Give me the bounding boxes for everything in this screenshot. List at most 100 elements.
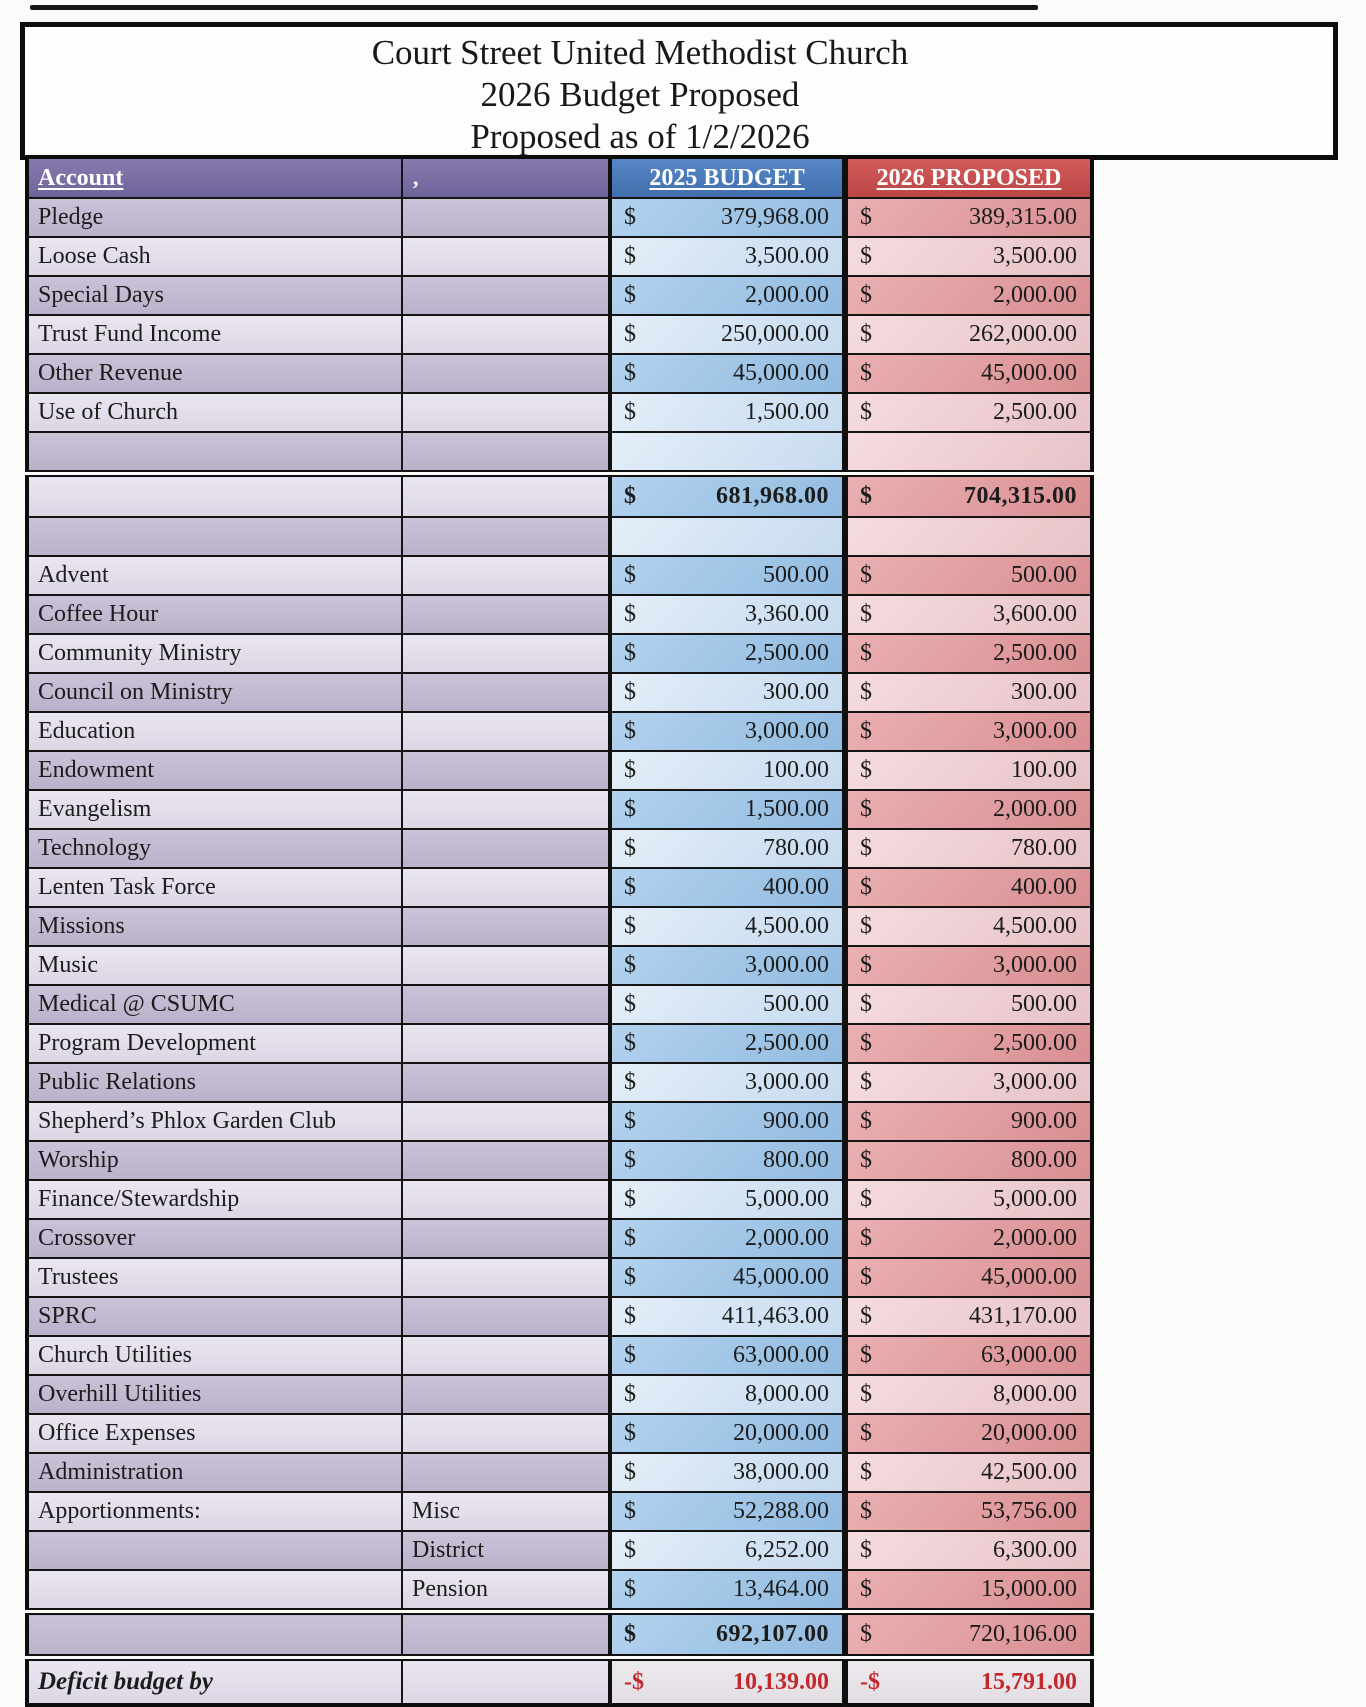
amount-value: 3,000.00: [993, 952, 1077, 978]
currency-symbol: $: [624, 952, 636, 978]
currency-symbol: $: [624, 1576, 636, 1602]
detail-cell: District: [401, 1530, 611, 1571]
document-title: Court Street United Methodist Church: [371, 33, 909, 72]
currency-symbol: $: [860, 1030, 872, 1056]
proposed-2026-cell: [842, 516, 1093, 557]
amount-value: 2,500.00: [993, 399, 1077, 425]
amount-value: 4,500.00: [993, 913, 1077, 939]
budget-2025-cell: $2,500.00: [608, 633, 846, 674]
amount-value: 400.00: [1011, 874, 1077, 900]
budget-2025-cell: $500.00: [608, 984, 846, 1025]
amount-value: 780.00: [1011, 835, 1077, 861]
table-row: Worship $800.00 $800.00: [26, 1140, 1093, 1181]
account-cell: Other Revenue: [26, 353, 403, 394]
budget-2025-cell: $63,000.00: [608, 1335, 846, 1376]
amount-value: 2,500.00: [993, 640, 1077, 666]
currency-symbol: $: [624, 483, 637, 509]
table-row: Evangelism $1,500.00 $2,000.00: [26, 789, 1093, 830]
currency-symbol: $: [860, 1225, 872, 1251]
amount-value: 2,500.00: [745, 1030, 829, 1056]
amount-value: 300.00: [1011, 679, 1077, 705]
currency-symbol: $: [624, 640, 636, 666]
account-cell: Technology: [26, 828, 403, 869]
budget-2025-cell: $20,000.00: [608, 1413, 846, 1454]
table-row: Endowment $100.00 $100.00: [26, 750, 1093, 791]
detail-cell: [401, 711, 611, 752]
budget-2025-cell: $3,360.00: [608, 594, 846, 635]
proposed-2026-cell: $2,000.00: [842, 789, 1093, 830]
proposed-2026-cell: $900.00: [842, 1101, 1093, 1142]
budget-2025-cell: $250,000.00: [608, 314, 846, 355]
amount-value: 45,000.00: [733, 360, 829, 386]
amount-value: 6,300.00: [993, 1537, 1077, 1563]
currency-symbol: $: [624, 835, 636, 861]
proposed-2026-cell: $300.00: [842, 672, 1093, 713]
amount-value: 63,000.00: [981, 1342, 1077, 1368]
account-cell: [26, 1569, 403, 1613]
amount-value: 15,791.00: [981, 1668, 1077, 1695]
budget-2025-cell: $1,500.00: [608, 789, 846, 830]
account-cell: [26, 431, 403, 475]
proposed-2026-cell: $4,500.00: [842, 906, 1093, 947]
budget-2025-cell: $5,000.00: [608, 1179, 846, 1220]
budget-2025-cell: $500.00: [608, 555, 846, 596]
table-row: Pension $13,464.00 $15,000.00: [26, 1569, 1093, 1613]
account-cell: SPRC: [26, 1296, 403, 1337]
detail-cell: [401, 906, 611, 947]
budget-2025-cell: $681,968.00: [608, 470, 846, 518]
account-cell: Apportionments:: [26, 1491, 403, 1532]
account-cell: Coffee Hour: [26, 594, 403, 635]
table-row: Crossover $2,000.00 $2,000.00: [26, 1218, 1093, 1259]
amount-value: 100.00: [1011, 757, 1077, 783]
account-cell: Community Ministry: [26, 633, 403, 674]
detail-cell: [401, 594, 611, 635]
currency-symbol: $: [860, 913, 872, 939]
proposed-2026-cell: $780.00: [842, 828, 1093, 869]
currency-symbol: $: [624, 1186, 636, 1212]
amount-value: 13,464.00: [733, 1576, 829, 1602]
account-cell: Pledge: [26, 197, 403, 238]
currency-symbol: $: [860, 835, 872, 861]
amount-value: 431,170.00: [969, 1303, 1077, 1329]
budget-2025-cell: $1,500.00: [608, 392, 846, 433]
account-cell: Crossover: [26, 1218, 403, 1259]
table-row: District $6,252.00 $6,300.00: [26, 1530, 1093, 1571]
currency-symbol: $: [860, 991, 872, 1017]
detail-cell: [401, 1374, 611, 1415]
currency-symbol: $: [860, 243, 872, 269]
table-row: Trust Fund Income $250,000.00 $262,000.00: [26, 314, 1093, 355]
detail-cell: [401, 1101, 611, 1142]
currency-symbol: $: [624, 1069, 636, 1095]
account-cell: Office Expenses: [26, 1413, 403, 1454]
detail-cell: [401, 197, 611, 238]
amount-value: 2,000.00: [745, 1225, 829, 1251]
amount-value: 800.00: [763, 1147, 829, 1173]
account-cell: Trust Fund Income: [26, 314, 403, 355]
amount-value: 379,968.00: [721, 204, 829, 230]
currency-symbol: $: [624, 204, 636, 230]
proposed-2026-cell: $3,500.00: [842, 236, 1093, 277]
amount-value: 42,500.00: [981, 1459, 1077, 1485]
currency-symbol: $: [860, 952, 872, 978]
proposed-2026-cell: $431,170.00: [842, 1296, 1093, 1337]
account-cell: Program Development: [26, 1023, 403, 1064]
proposed-2026-cell: $8,000.00: [842, 1374, 1093, 1415]
currency-symbol: $: [860, 562, 872, 588]
detail-cell: [401, 275, 611, 316]
table-row: Loose Cash $3,500.00 $3,500.00: [26, 236, 1093, 277]
currency-symbol: $: [860, 601, 872, 627]
amount-value: 1,500.00: [745, 399, 829, 425]
account-cell: Medical @ CSUMC: [26, 984, 403, 1025]
currency-symbol: $: [624, 601, 636, 627]
account-cell: Evangelism: [26, 789, 403, 830]
budget-2025-cell: -$ 10,139.00: [608, 1654, 846, 1706]
currency-symbol: $: [860, 1381, 872, 1407]
amount-value: 100.00: [763, 757, 829, 783]
table-row: Overhill Utilities $8,000.00 $8,000.00: [26, 1374, 1093, 1415]
document-date-line: Proposed as of 1/2/2026: [470, 117, 810, 156]
account-cell: Shepherd’s Phlox Garden Club: [26, 1101, 403, 1142]
amount-value: 45,000.00: [981, 1264, 1077, 1290]
proposed-2026-cell: $2,000.00: [842, 1218, 1093, 1259]
amount-value: 2,000.00: [745, 282, 829, 308]
currency-symbol: $: [624, 1420, 636, 1446]
